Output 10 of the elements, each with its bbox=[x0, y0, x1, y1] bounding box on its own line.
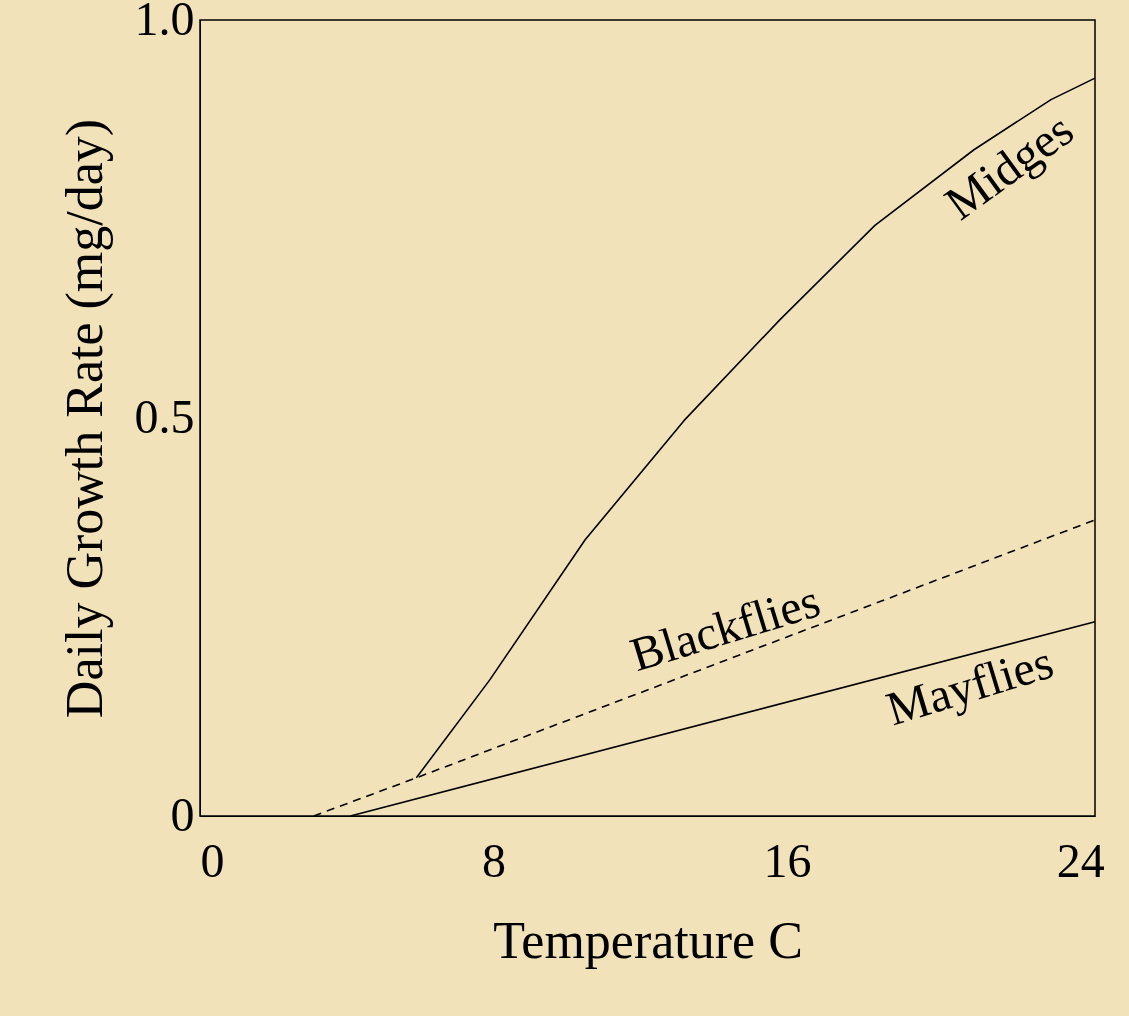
text: Blackflies bbox=[624, 573, 826, 682]
y-axis-title: Daily Growth Rate (mg/day) bbox=[55, 118, 114, 719]
x-tick-label: 8 bbox=[481, 833, 506, 887]
x-axis-title: Temperature C bbox=[493, 911, 803, 969]
x-tick-label: 24 bbox=[1056, 833, 1105, 887]
y-tick-label: 1.0 bbox=[134, 0, 195, 45]
text: Mayflies bbox=[880, 634, 1059, 736]
y-tick-label: 0.5 bbox=[134, 389, 195, 443]
x-tick-label: 16 bbox=[763, 833, 812, 887]
y-tick-label: 0 bbox=[170, 787, 195, 841]
